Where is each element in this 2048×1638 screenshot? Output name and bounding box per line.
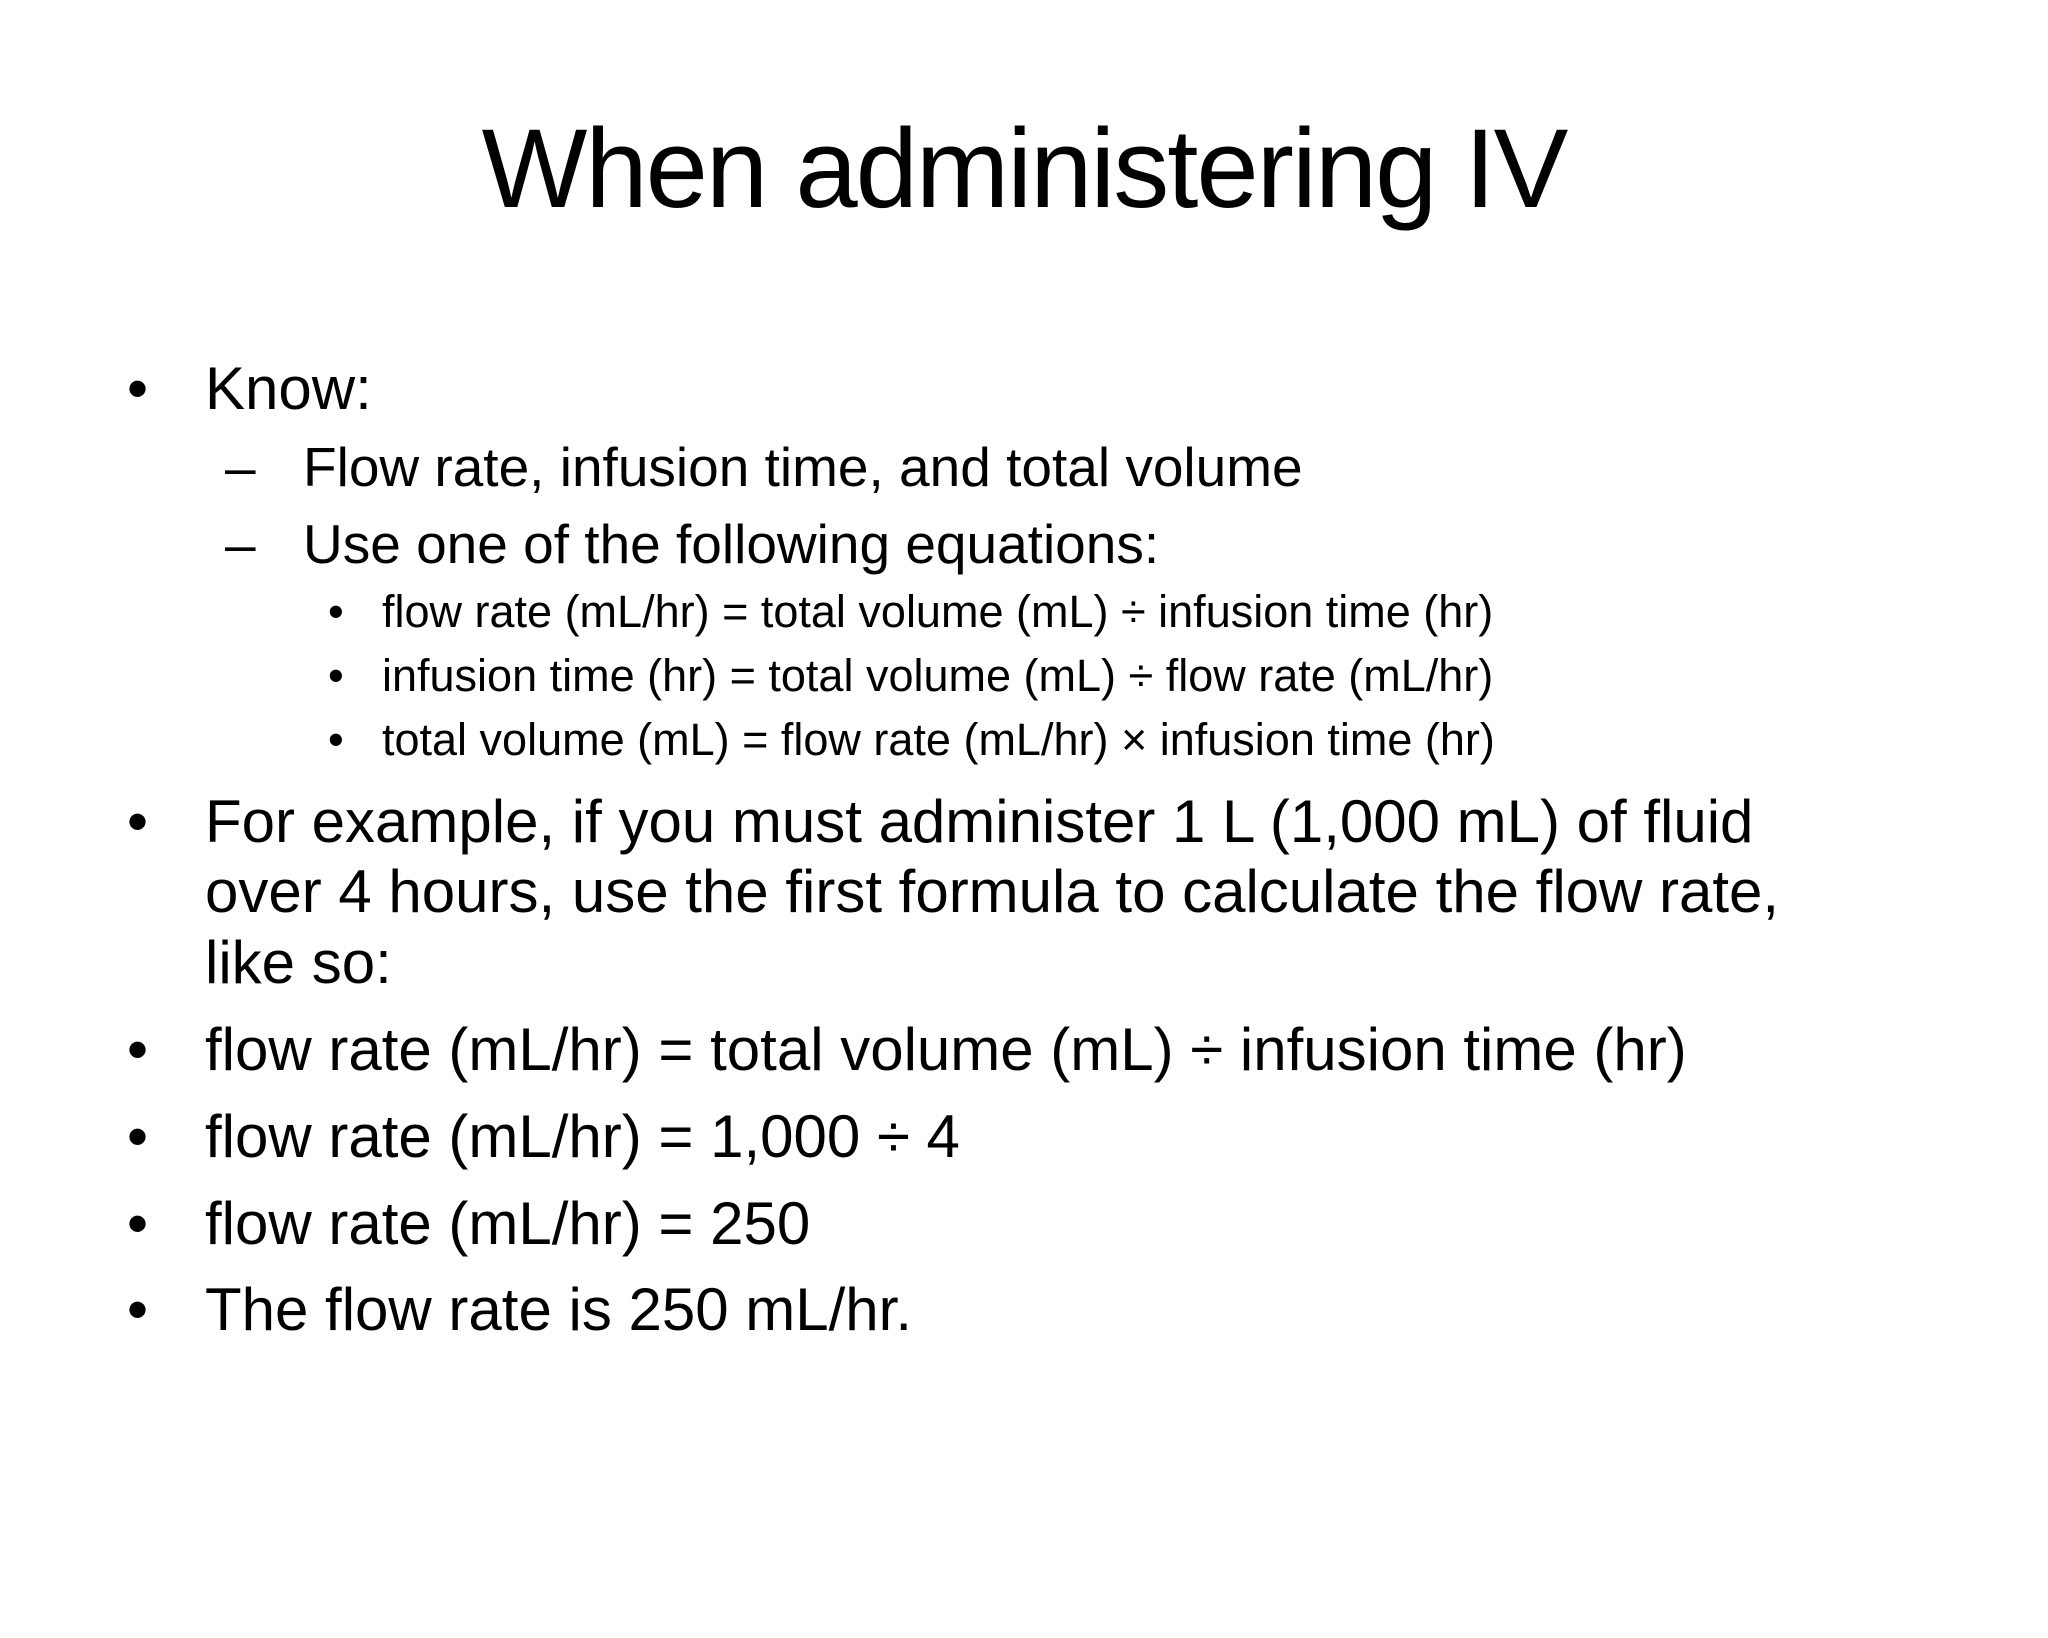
bullet-text: Use one of the following equations: [303,512,1160,575]
bullet-item: • For example, if you must administer 1 … [0,787,2048,999]
bullet-text: Flow rate, infusion time, and total volu… [303,436,1303,499]
bullet-item: • Know: [0,354,2048,425]
bullet-text: flow rate (mL/hr) = total volume (mL) ÷ … [382,585,1494,637]
bullet-text: The flow rate is 250 mL/hr. [205,1276,912,1344]
bullet-marker: • [328,585,344,637]
bullet-marker: – [225,436,256,499]
bullet-item: • The flow rate is 250 mL/hr. [0,1275,2048,1346]
bullet-marker: • [328,649,344,701]
bullet-text: flow rate (mL/hr) = total volume (mL) ÷ … [205,1016,1687,1084]
bullet-text: For example, if you must administer 1 L … [205,787,1780,997]
bullet-item: • infusion time (hr) = total volume (mL)… [0,644,2048,707]
bullet-item: • total volume (mL) = flow rate (mL/hr) … [0,708,2048,771]
bullet-text: infusion time (hr) = total volume (mL) ÷… [382,649,1494,701]
bullet-marker: • [127,1276,149,1344]
bullet-marker: • [127,1016,149,1084]
slide-title: When administering IV [481,106,1569,231]
bullet-marker: – [225,512,256,575]
bullet-text: flow rate (mL/hr) = 1,000 ÷ 4 [205,1102,960,1170]
bullet-text: total volume (mL) = flow rate (mL/hr) × … [382,713,1495,765]
slide-body-bullet-list: • Know: – Flow rate, infusion time, and … [0,354,2048,1346]
bullet-item: – Flow rate, infusion time, and total vo… [0,433,2048,502]
bullet-item: • flow rate (mL/hr) = total volume (mL) … [0,580,2048,643]
bullet-item: • flow rate (mL/hr) = 1,000 ÷ 4 [0,1102,2048,1173]
bullet-item: – Use one of the following equations: [0,510,2048,579]
bullet-marker: • [127,355,149,423]
presentation-slide: When administering IV • Know: – Flow rat… [0,102,2048,1638]
bullet-marker: • [127,1102,149,1170]
bullet-marker: • [127,787,149,855]
bullet-marker: • [328,713,344,765]
bullet-text: flow rate (mL/hr) = 250 [205,1189,811,1257]
bullet-item: • flow rate (mL/hr) = 250 [0,1189,2048,1260]
bullet-item: • flow rate (mL/hr) = total volume (mL) … [0,1015,2048,1086]
bullet-marker: • [127,1189,149,1257]
bullet-text: Know: [205,355,372,423]
